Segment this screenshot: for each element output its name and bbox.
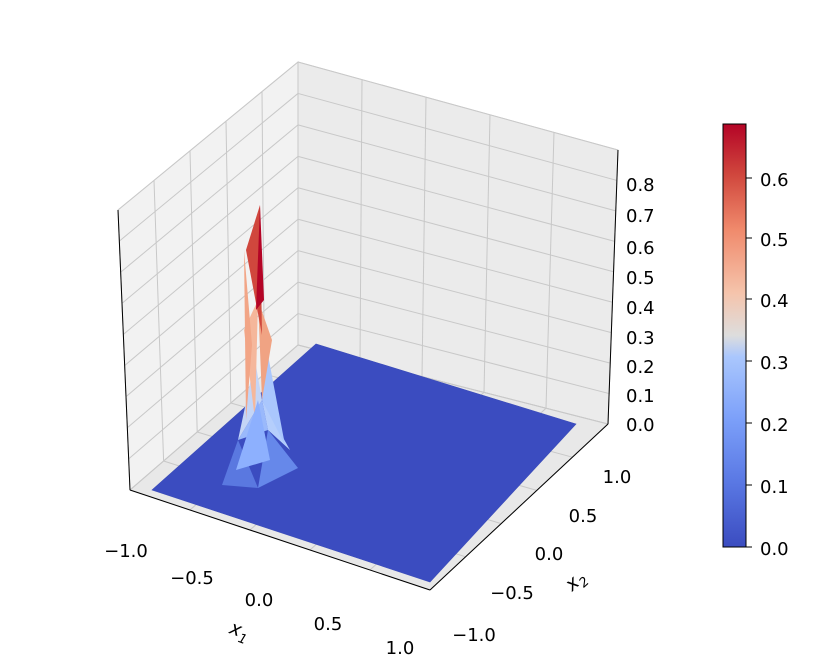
grid-line: [123, 187, 299, 335]
grid-line: [125, 250, 299, 398]
colorbar-tick-label: 0.4: [760, 291, 789, 312]
colorbar-ticks: 0.0 0.1 0.2 0.3 0.4 0.5 0.6: [746, 170, 789, 560]
y-tick-label: 1.0: [603, 467, 632, 488]
colorbar-tick-label: 0.0: [760, 539, 789, 560]
grid-line: [297, 61, 619, 151]
grid-line: [297, 250, 612, 334]
grid-line: [297, 281, 611, 364]
grid-line: [421, 97, 427, 377]
grid-line: [153, 180, 165, 462]
y-tick-label: −0.5: [490, 583, 534, 604]
x-tick-label: 0.0: [245, 590, 274, 611]
x-tick-label: −1.0: [104, 541, 148, 562]
grid-line: [297, 313, 610, 395]
x-tick-label: 0.5: [314, 614, 343, 635]
grid-line: [120, 124, 299, 273]
z-tick-label: 0.8: [626, 175, 655, 196]
x-axis-label: x1: [224, 617, 252, 648]
y-tick-label: 0.5: [569, 506, 598, 527]
axis-line: [129, 489, 431, 591]
grid-line: [127, 281, 299, 429]
z-axis-ticks: 0.0 0.1 0.2 0.3 0.4 0.5 0.6 0.7 0.8: [626, 175, 655, 436]
grid-line: [297, 124, 616, 212]
z-tick-label: 0.7: [626, 206, 655, 227]
colorbar-tick-label: 0.6: [760, 170, 789, 191]
colorbar-tick-label: 0.1: [760, 477, 789, 498]
y-tick-label: −1.0: [452, 625, 496, 646]
y-tick-label: 0.0: [535, 544, 564, 565]
colorbar: [722, 123, 747, 548]
colorbar-tick-label: 0.5: [760, 230, 789, 251]
grid-line: [189, 150, 198, 433]
z-tick-label: 0.4: [626, 298, 655, 319]
x-tick-label: 1.0: [386, 638, 415, 659]
grid-line: [297, 155, 615, 242]
colorbar-tick-label: 0.2: [760, 415, 789, 436]
grid-line: [119, 93, 299, 242]
grid-line: [483, 114, 491, 393]
axis-line: [607, 149, 619, 425]
axis-line: [429, 423, 609, 591]
z-tick-label: 0.1: [626, 386, 655, 407]
y-axis-label: x2: [560, 566, 593, 599]
grid-line: [359, 79, 363, 361]
grid-line: [297, 218, 613, 303]
colorbar-tick-label: 0.3: [760, 353, 789, 374]
y-axis-ticks: −1.0 −0.5 0.0 0.5 1.0: [452, 467, 631, 646]
grid-line: [545, 132, 555, 409]
axis-line: [117, 209, 131, 491]
grid-line: [121, 155, 299, 304]
z-tick-label: 0.3: [626, 328, 655, 349]
z-tick-label: 0.6: [626, 238, 655, 259]
z-tick-label: 0.0: [626, 415, 655, 436]
grid-line: [124, 218, 299, 366]
grid-line: [117, 61, 299, 211]
grid-line: [297, 92, 618, 181]
surface-peak: [222, 205, 298, 488]
x-tick-label: −0.5: [170, 568, 214, 589]
z-tick-label: 0.2: [626, 357, 655, 378]
z-tick-label: 0.5: [626, 268, 655, 289]
grid-line: [225, 121, 232, 404]
x-axis-ticks: −1.0 −0.5 0.0 0.5 1.0: [104, 541, 414, 659]
grid-line: [297, 187, 614, 273]
